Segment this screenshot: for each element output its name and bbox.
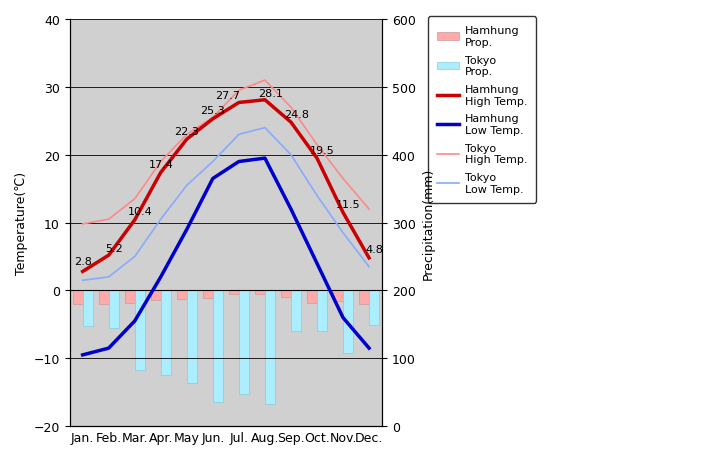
Bar (333, 291, 343, 302)
Bar (125, 291, 135, 303)
Bar (369, 291, 379, 325)
Bar (213, 291, 222, 403)
Bar (359, 291, 369, 304)
Text: 4.8: 4.8 (366, 245, 384, 255)
Bar (291, 291, 301, 331)
Bar (317, 291, 327, 331)
Bar (151, 291, 161, 300)
Text: 19.5: 19.5 (310, 145, 335, 155)
Bar (83, 291, 93, 326)
Bar (109, 291, 119, 329)
Text: 2.8: 2.8 (73, 257, 91, 267)
Bar (186, 291, 197, 384)
Text: 5.2: 5.2 (105, 243, 123, 253)
Text: 17.4: 17.4 (148, 159, 174, 169)
Text: 11.5: 11.5 (336, 199, 361, 209)
Text: 24.8: 24.8 (284, 109, 309, 119)
Legend: Hamhung
Prop., Tokyo
Prop., Hamhung
High Temp., Hamhung
Low Temp., Tokyo
High Te: Hamhung Prop., Tokyo Prop., Hamhung High… (428, 17, 536, 203)
Bar (177, 291, 186, 299)
Text: 28.1: 28.1 (258, 89, 283, 98)
Y-axis label: Precipitation(mm): Precipitation(mm) (421, 167, 434, 279)
Text: 10.4: 10.4 (128, 207, 153, 217)
Bar (135, 291, 145, 370)
Bar (265, 291, 275, 404)
Bar (161, 291, 171, 375)
Bar (99, 291, 109, 304)
Text: 22.3: 22.3 (174, 126, 199, 136)
Bar (73, 291, 83, 304)
Bar (255, 291, 265, 295)
Bar (343, 291, 353, 353)
Bar (203, 291, 213, 298)
Bar (307, 291, 317, 303)
Text: 25.3: 25.3 (200, 106, 225, 116)
Bar (281, 291, 291, 297)
Bar (229, 291, 239, 294)
Bar (239, 291, 248, 394)
Y-axis label: Temperature(℃): Temperature(℃) (15, 172, 28, 274)
Text: 27.7: 27.7 (215, 91, 240, 101)
